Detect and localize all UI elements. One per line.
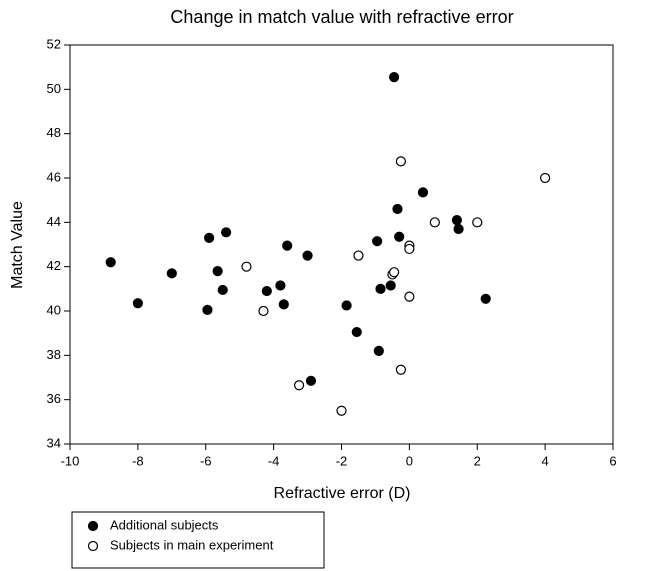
plot-frame (69, 44, 614, 445)
point (389, 72, 400, 83)
y-tick-label: 40 (47, 302, 61, 317)
point (275, 280, 286, 291)
point (105, 257, 116, 268)
legend-label: Subjects in main experiment (110, 537, 274, 552)
y-axis-label: Match Value (9, 201, 26, 289)
point (453, 223, 464, 235)
point (261, 285, 272, 297)
point (351, 326, 362, 338)
point (204, 232, 215, 243)
x-tick-label: -6 (200, 453, 212, 468)
x-tick-label: 6 (609, 453, 616, 468)
x-tick-label: 0 (406, 453, 413, 468)
point (429, 217, 440, 228)
y-tick-label: 36 (47, 391, 61, 406)
point (385, 280, 396, 291)
point (202, 304, 213, 315)
legend-marker (87, 520, 99, 532)
legend-label: Additional subjects (110, 517, 219, 532)
y-tick-label: 38 (47, 347, 61, 362)
point (395, 156, 406, 167)
point (132, 298, 143, 309)
point (372, 236, 383, 247)
x-tick-label: 2 (474, 453, 481, 468)
point (302, 250, 313, 261)
y-tick-label: 44 (47, 214, 61, 229)
point (336, 405, 347, 416)
point (282, 240, 293, 251)
point (278, 299, 289, 310)
point (258, 305, 269, 317)
x-tick-label: -4 (268, 453, 280, 468)
point (480, 293, 491, 304)
point (241, 261, 252, 272)
point (395, 364, 406, 375)
y-tick-label: 34 (47, 435, 61, 450)
point (212, 266, 223, 277)
point (472, 217, 483, 228)
point (404, 291, 415, 302)
x-tick-label: 4 (542, 453, 549, 468)
point (417, 187, 429, 198)
x-tick-label: -10 (61, 453, 80, 468)
point (305, 375, 317, 386)
point (341, 300, 352, 311)
y-tick-label: 52 (47, 36, 61, 51)
point (389, 267, 400, 278)
point (373, 345, 384, 356)
legend-marker (87, 540, 99, 552)
y-tick-label: 42 (47, 258, 61, 273)
point (404, 243, 415, 255)
x-axis-label: Refractive error (D) (274, 485, 411, 502)
x-tick-label: -2 (336, 453, 348, 468)
x-tick-label: -8 (132, 453, 144, 468)
y-tick-label: 46 (47, 169, 61, 184)
point (394, 231, 405, 242)
point (221, 227, 232, 238)
point (392, 203, 403, 215)
point (293, 380, 305, 391)
point (540, 172, 551, 184)
point (217, 284, 228, 296)
point (375, 283, 386, 294)
y-tick-label: 50 (47, 81, 61, 96)
point (353, 250, 364, 261)
legend (71, 511, 325, 569)
chart-title: Change in match value with refractive er… (170, 7, 513, 27)
point (166, 268, 177, 279)
point (451, 215, 462, 226)
y-tick-label: 48 (47, 125, 61, 140)
